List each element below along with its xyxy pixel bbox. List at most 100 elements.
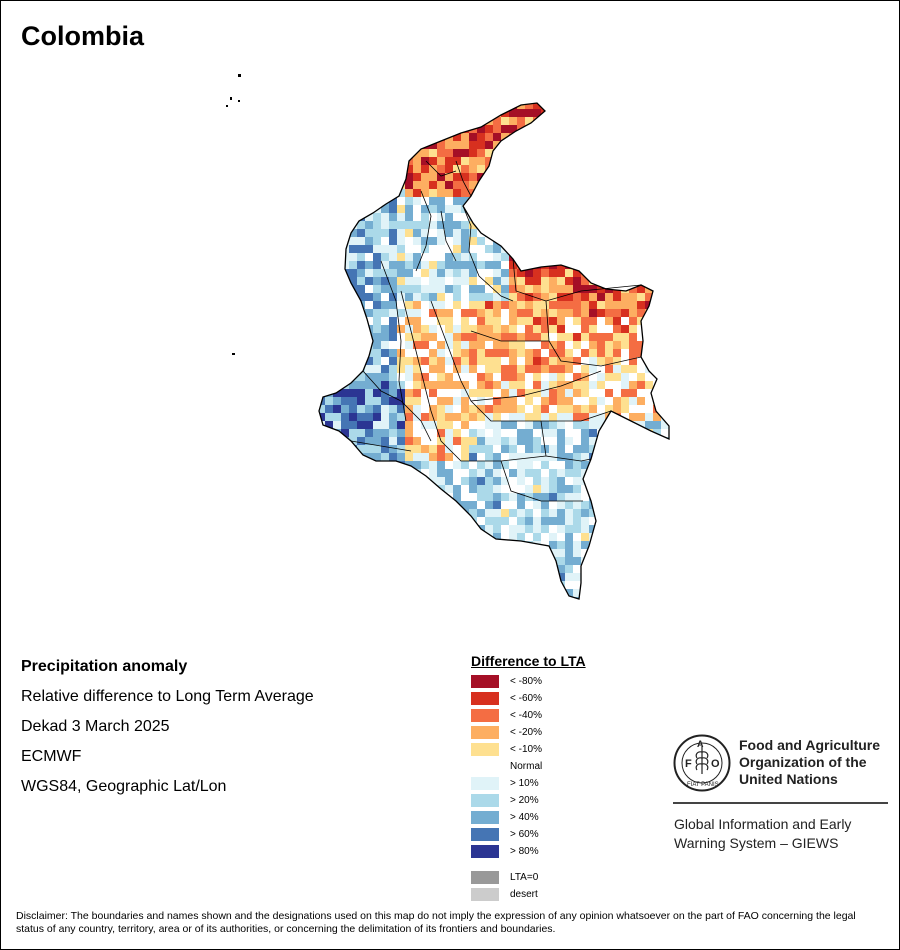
anomaly-cell bbox=[581, 141, 589, 149]
anomaly-cell bbox=[501, 197, 509, 205]
anomaly-cell bbox=[301, 581, 309, 589]
anomaly-cell bbox=[445, 341, 453, 349]
anomaly-cell bbox=[661, 149, 669, 157]
anomaly-cell bbox=[525, 405, 533, 413]
anomaly-cell bbox=[613, 477, 621, 485]
anomaly-cell bbox=[357, 373, 365, 381]
anomaly-cell bbox=[557, 317, 565, 325]
anomaly-cell bbox=[429, 581, 437, 589]
anomaly-cell bbox=[461, 253, 469, 261]
anomaly-cell bbox=[381, 341, 389, 349]
anomaly-cell bbox=[517, 365, 525, 373]
anomaly-cell bbox=[461, 405, 469, 413]
anomaly-cell bbox=[477, 509, 485, 517]
anomaly-cell bbox=[397, 317, 405, 325]
anomaly-cell bbox=[493, 493, 501, 501]
anomaly-cell bbox=[541, 269, 549, 277]
anomaly-cell bbox=[661, 309, 669, 317]
anomaly-cell bbox=[333, 477, 341, 485]
anomaly-cell bbox=[525, 565, 533, 573]
anomaly-cell bbox=[549, 277, 557, 285]
anomaly-cell bbox=[477, 573, 485, 581]
anomaly-cell bbox=[629, 381, 637, 389]
anomaly-cell bbox=[469, 509, 477, 517]
anomaly-cell bbox=[445, 269, 453, 277]
anomaly-cell bbox=[597, 357, 605, 365]
anomaly-cell bbox=[621, 103, 629, 109]
anomaly-cell bbox=[525, 357, 533, 365]
anomaly-cell bbox=[437, 103, 445, 109]
anomaly-cell bbox=[493, 309, 501, 317]
anomaly-cell bbox=[605, 189, 613, 197]
anomaly-cell bbox=[373, 357, 381, 365]
anomaly-cell bbox=[621, 429, 629, 437]
anomaly-cell bbox=[373, 301, 381, 309]
anomaly-cell bbox=[319, 309, 325, 317]
anomaly-cell bbox=[357, 437, 365, 445]
anomaly-cell bbox=[413, 549, 421, 557]
anomaly-cell bbox=[637, 405, 645, 413]
legend-label: < -80% bbox=[510, 676, 542, 687]
anomaly-cell bbox=[605, 477, 613, 485]
anomaly-cell bbox=[661, 549, 669, 557]
anomaly-cell bbox=[597, 405, 605, 413]
anomaly-cell bbox=[365, 189, 373, 197]
anomaly-cell bbox=[541, 557, 549, 565]
anomaly-cell bbox=[421, 549, 429, 557]
anomaly-cell bbox=[493, 253, 501, 261]
anomaly-cell bbox=[557, 277, 565, 285]
anomaly-cell bbox=[325, 333, 333, 341]
anomaly-cell bbox=[397, 541, 405, 549]
anomaly-cell bbox=[333, 589, 341, 597]
anomaly-cell bbox=[669, 245, 677, 253]
anomaly-cell bbox=[533, 205, 541, 213]
anomaly-cell bbox=[429, 533, 437, 541]
anomaly-cell bbox=[509, 541, 517, 549]
anomaly-cell bbox=[533, 557, 541, 565]
anomaly-cell bbox=[429, 325, 437, 333]
legend-item: < -80% bbox=[471, 673, 671, 690]
anomaly-cell bbox=[605, 373, 613, 381]
anomaly-cell bbox=[637, 221, 645, 229]
anomaly-cell bbox=[389, 429, 397, 437]
anomaly-cell bbox=[565, 549, 573, 557]
anomaly-cell bbox=[453, 103, 461, 109]
anomaly-cell bbox=[397, 197, 405, 205]
anomaly-cell bbox=[469, 309, 477, 317]
anomaly-cell bbox=[485, 103, 493, 109]
anomaly-cell bbox=[349, 533, 357, 541]
anomaly-cell bbox=[581, 133, 589, 141]
anomaly-cell bbox=[621, 557, 629, 565]
anomaly-cell bbox=[421, 341, 429, 349]
anomaly-cell bbox=[309, 173, 317, 181]
anomaly-cell bbox=[509, 469, 517, 477]
anomaly-cell bbox=[661, 173, 669, 181]
anomaly-cell bbox=[349, 173, 357, 181]
anomaly-cell bbox=[309, 157, 317, 165]
anomaly-cell bbox=[541, 389, 549, 397]
anomaly-cell bbox=[653, 197, 661, 205]
anomaly-cell bbox=[645, 189, 653, 197]
anomaly-cell bbox=[421, 525, 429, 533]
anomaly-cell bbox=[557, 437, 565, 445]
anomaly-cell bbox=[381, 597, 389, 599]
anomaly-cell bbox=[677, 461, 685, 469]
anomaly-cell bbox=[509, 213, 517, 221]
anomaly-cell bbox=[319, 589, 325, 597]
anomaly-cell bbox=[469, 157, 477, 165]
anomaly-cell bbox=[525, 509, 533, 517]
anomaly-cell bbox=[397, 381, 405, 389]
anomaly-cell bbox=[661, 413, 669, 421]
anomaly-cell bbox=[613, 525, 621, 533]
anomaly-cell bbox=[501, 133, 509, 141]
anomaly-cell bbox=[637, 581, 645, 589]
anomaly-cell bbox=[677, 373, 685, 381]
anomaly-cell bbox=[637, 469, 645, 477]
anomaly-cell bbox=[541, 461, 549, 469]
anomaly-cell bbox=[589, 133, 597, 141]
anomaly-cell bbox=[629, 197, 637, 205]
anomaly-cell bbox=[581, 389, 589, 397]
anomaly-cell bbox=[405, 541, 413, 549]
anomaly-cell bbox=[413, 493, 421, 501]
anomaly-cell bbox=[341, 429, 349, 437]
